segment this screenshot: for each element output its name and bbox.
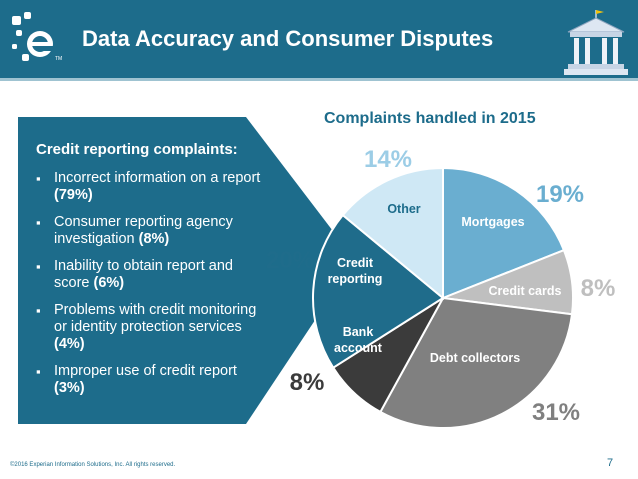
slice-percent-label: 31% <box>532 399 580 426</box>
list-item-text: Inability to obtain report and score <box>54 258 233 291</box>
slice-label: Bank account <box>334 325 383 355</box>
list-item: Improper use of credit report (3%) <box>36 363 266 397</box>
slice-label: Other <box>387 202 420 216</box>
slice-percent-label: 14% <box>364 146 412 173</box>
slice-percent-label: 19% <box>536 181 584 208</box>
list-item-text: Consumer reporting agency investigation <box>54 214 233 247</box>
slice-percent-label: 20% <box>266 247 314 274</box>
list-item: Inability to obtain report and score (6%… <box>36 258 266 292</box>
list-item-value: (79%) <box>54 187 93 203</box>
list-item-value: (8%) <box>138 231 170 247</box>
slice-label: Debt collectors <box>430 351 520 365</box>
slice-label: Credit reporting <box>328 256 383 286</box>
pie-slice-credit-reporting <box>312 213 445 370</box>
header-bar <box>0 0 638 78</box>
chart-title: Complaints handled in 2015 <box>324 110 536 127</box>
list-item-value: (6%) <box>93 275 125 291</box>
header-divider <box>0 78 638 81</box>
list-item-value: (4%) <box>54 336 85 352</box>
list-item-text: Problems with credit monitoring or ident… <box>54 302 257 335</box>
footer-copyright: ©2016 Experian Information Solutions, In… <box>10 462 176 468</box>
slice-label: Mortgages <box>461 215 524 229</box>
page-number: 7 <box>607 457 614 469</box>
complaints-heading: Credit reporting complaints: <box>36 141 238 158</box>
list-item: Problems with credit monitoring or ident… <box>36 302 266 353</box>
pie-slice-other <box>341 166 444 301</box>
bank-building-icon <box>564 10 628 75</box>
logo-trademark: TM <box>55 56 62 62</box>
list-item: Consumer reporting agency investigation … <box>36 214 266 248</box>
list-item-text: Improper use of credit report <box>54 363 237 379</box>
pie-slice-mortgages <box>442 166 566 300</box>
list-item-text: Incorrect information on a report <box>54 170 261 186</box>
complaints-list: Credit reporting complaints: Incorrect i… <box>36 141 266 407</box>
slice-percent-label: 8% <box>290 369 325 396</box>
experian-logo: TM <box>12 12 62 62</box>
slice-percent-label: 8% <box>581 275 616 302</box>
list-item: Incorrect information on a report (79%) <box>36 170 266 204</box>
pie-slice-debt-collectors <box>379 296 574 429</box>
list-item-value: (3%) <box>54 380 85 396</box>
slice-label: Credit cards <box>489 284 562 298</box>
page-title: Data Accuracy and Consumer Disputes <box>82 26 494 51</box>
